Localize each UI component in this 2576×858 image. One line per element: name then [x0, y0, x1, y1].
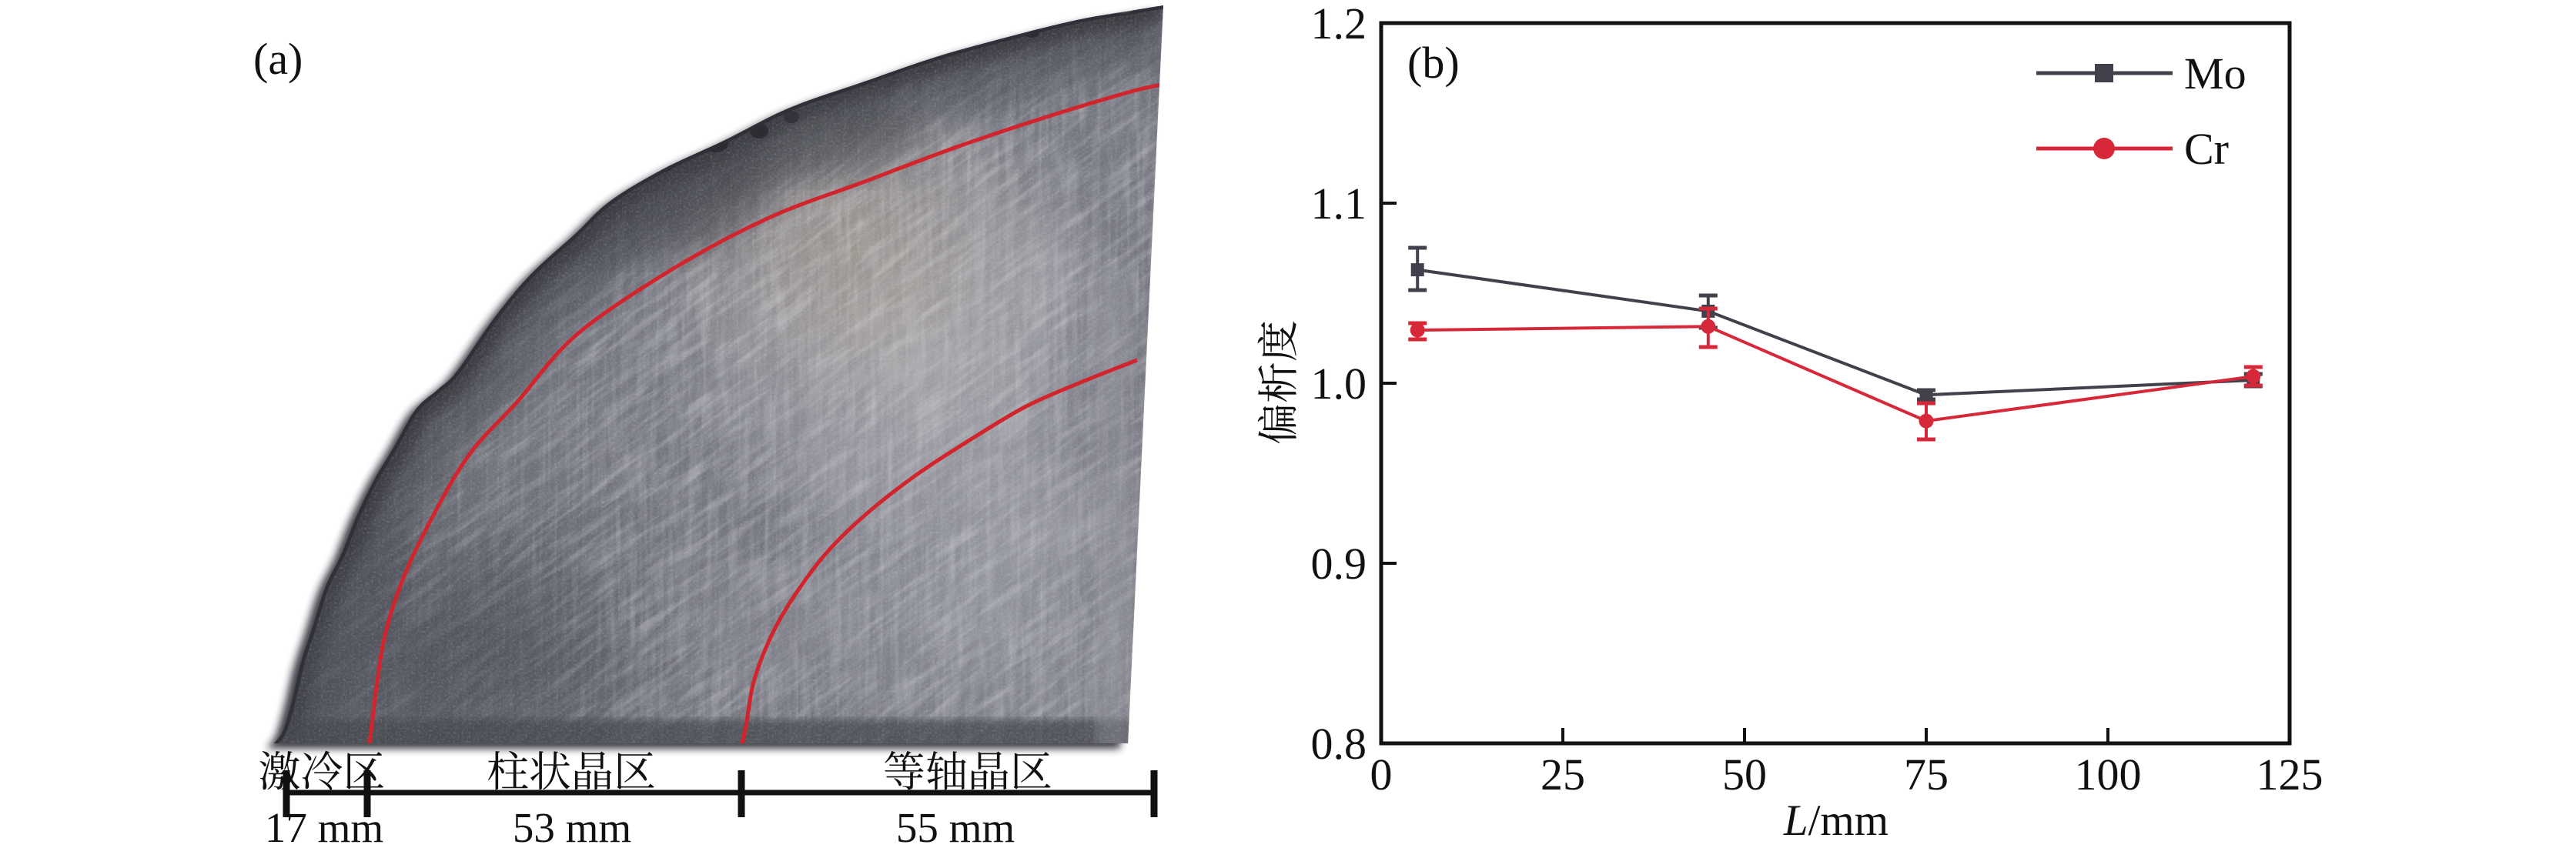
svg-text:L/mm: L/mm [1783, 796, 1889, 845]
svg-text:55 mm: 55 mm [896, 804, 1015, 851]
svg-text:1.2: 1.2 [1311, 0, 1367, 48]
svg-text:50: 50 [1722, 749, 1767, 800]
svg-text:25: 25 [1541, 749, 1585, 800]
svg-text:Mo: Mo [2184, 48, 2246, 98]
svg-text:0: 0 [1370, 749, 1393, 800]
svg-text:(a): (a) [253, 34, 303, 84]
svg-text:17 mm: 17 mm [265, 804, 383, 851]
svg-text:75: 75 [1904, 749, 1949, 800]
svg-text:125: 125 [2257, 749, 2323, 800]
svg-text:100: 100 [2075, 749, 2142, 800]
svg-text:1.0: 1.0 [1311, 359, 1367, 409]
svg-text:0.8: 0.8 [1311, 719, 1367, 769]
svg-text:53 mm: 53 mm [513, 804, 631, 851]
svg-text:1.1: 1.1 [1311, 179, 1367, 229]
svg-text:(b): (b) [1407, 38, 1460, 88]
svg-text:Cr: Cr [2184, 124, 2229, 174]
svg-text:0.9: 0.9 [1311, 539, 1367, 589]
